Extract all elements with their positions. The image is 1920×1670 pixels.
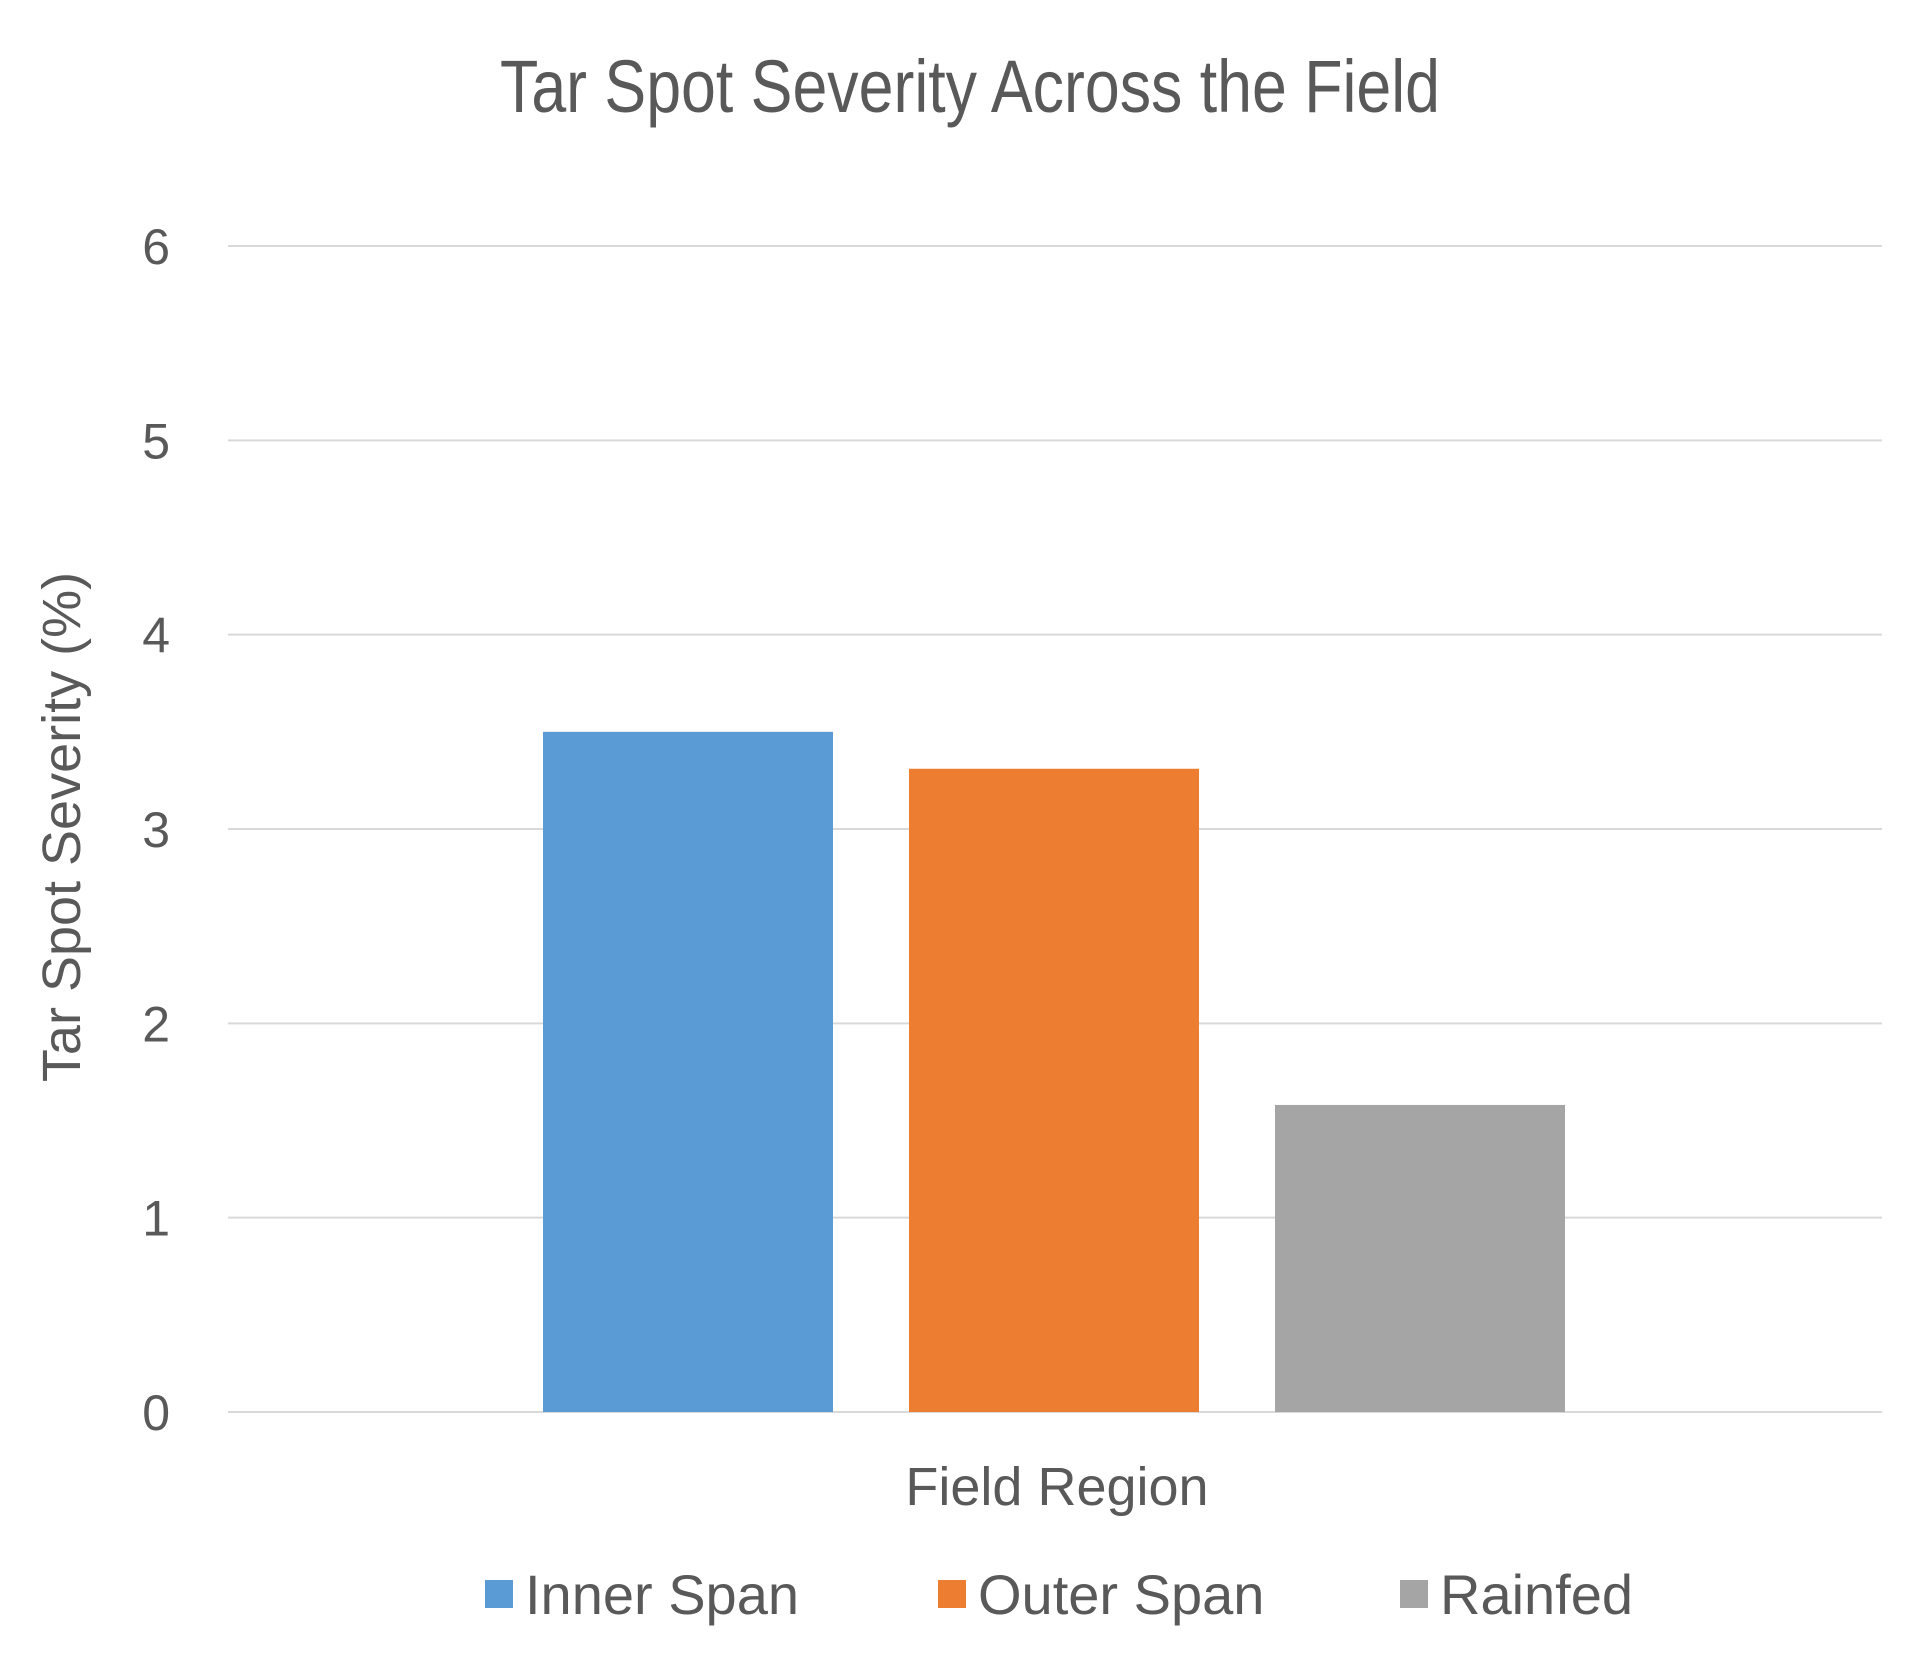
- bar-rainfed: [1275, 1104, 1565, 1412]
- x-axis-title: Field Region: [905, 1457, 1208, 1517]
- y-axis-ticks: 0 1 2 3 4 5 6: [142, 219, 170, 1441]
- legend-swatch: [938, 1580, 966, 1608]
- legend-label: Rainfed: [1440, 1563, 1633, 1626]
- bars: [543, 731, 1565, 1412]
- y-tick-label: 5: [142, 413, 170, 469]
- y-tick-label: 6: [142, 219, 170, 275]
- legend-item-rainfed: Rainfed: [1400, 1563, 1633, 1626]
- legend-label: Inner Span: [525, 1563, 799, 1626]
- legend-item-outer-span: Outer Span: [938, 1563, 1264, 1626]
- bar-outer-span: [909, 768, 1199, 1412]
- legend-item-inner-span: Inner Span: [485, 1563, 799, 1626]
- y-tick-label: 3: [142, 802, 170, 858]
- bar-inner-span: [543, 731, 833, 1412]
- chart-title: Tar Spot Severity Across the Field: [500, 45, 1440, 128]
- y-axis-title: Tar Spot Severity (%): [32, 572, 92, 1082]
- y-tick-label: 4: [142, 608, 170, 664]
- legend-label: Outer Span: [978, 1563, 1264, 1626]
- y-tick-label: 1: [142, 1191, 170, 1247]
- y-tick-label: 2: [142, 996, 170, 1052]
- legend-swatch: [485, 1580, 513, 1608]
- legend-swatch: [1400, 1580, 1428, 1608]
- legend: Inner Span Outer Span Rainfed: [485, 1563, 1633, 1626]
- y-tick-label: 0: [142, 1385, 170, 1441]
